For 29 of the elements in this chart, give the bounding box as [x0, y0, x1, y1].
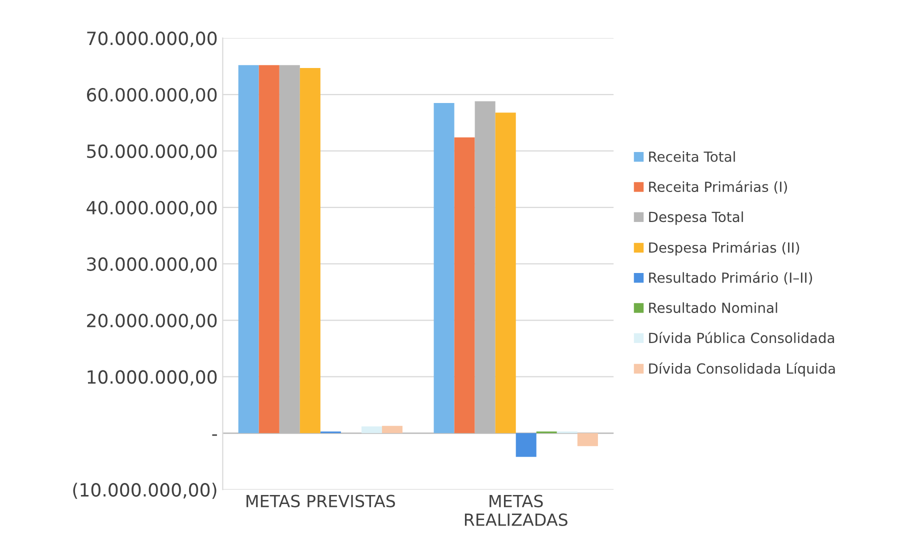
legend-label: Resultado Nominal [649, 302, 778, 314]
y-tick-label: - [212, 434, 217, 436]
y-tick-label: 70.000.000,00 [87, 32, 217, 48]
bar [454, 137, 475, 434]
bar [495, 112, 516, 434]
legend-label: Resultado Primário (I–II) [649, 272, 812, 285]
x-tick-label: METAS REALIZADAS [464, 494, 568, 526]
bar [516, 433, 536, 457]
bar [434, 102, 454, 434]
y-tick-label: 60.000.000,00 [87, 88, 217, 104]
x-tick-label: METAS PREVISTAS [246, 494, 395, 508]
y-tick-label: 30.000.000,00 [87, 257, 217, 273]
y-tick-label: 40.000.000,00 [86, 200, 217, 216]
bar [577, 433, 598, 446]
y-tick-label: 50.000.000,00 [87, 144, 217, 160]
y-tick-label: (10.000.000,00) [73, 482, 216, 499]
legend-label: Dívida Pública Consolidada [649, 332, 834, 344]
y-tick-label: 20.000.000,00 [87, 314, 217, 330]
legend-label: Receita Total [649, 151, 735, 162]
legend-label: Despesa Primárias (II) [649, 242, 800, 256]
bar [361, 426, 382, 434]
bar [300, 68, 320, 434]
y-tick-label: 10.000.000,00 [88, 370, 217, 386]
bar [258, 65, 280, 434]
bar [238, 65, 259, 434]
legend-label: Dívida Consolidada Líquida [649, 362, 835, 376]
legend-label: Despesa Total [649, 211, 743, 225]
legend-label: Receita Primárias (I) [649, 180, 787, 194]
bar [382, 426, 403, 434]
